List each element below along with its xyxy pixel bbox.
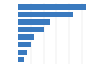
Bar (18, 12, 73, 17)
Bar (18, 34, 34, 40)
Bar (18, 42, 31, 47)
Bar (18, 4, 86, 10)
Bar (18, 27, 44, 32)
Bar (18, 49, 27, 55)
Bar (18, 19, 50, 25)
Bar (18, 57, 24, 62)
